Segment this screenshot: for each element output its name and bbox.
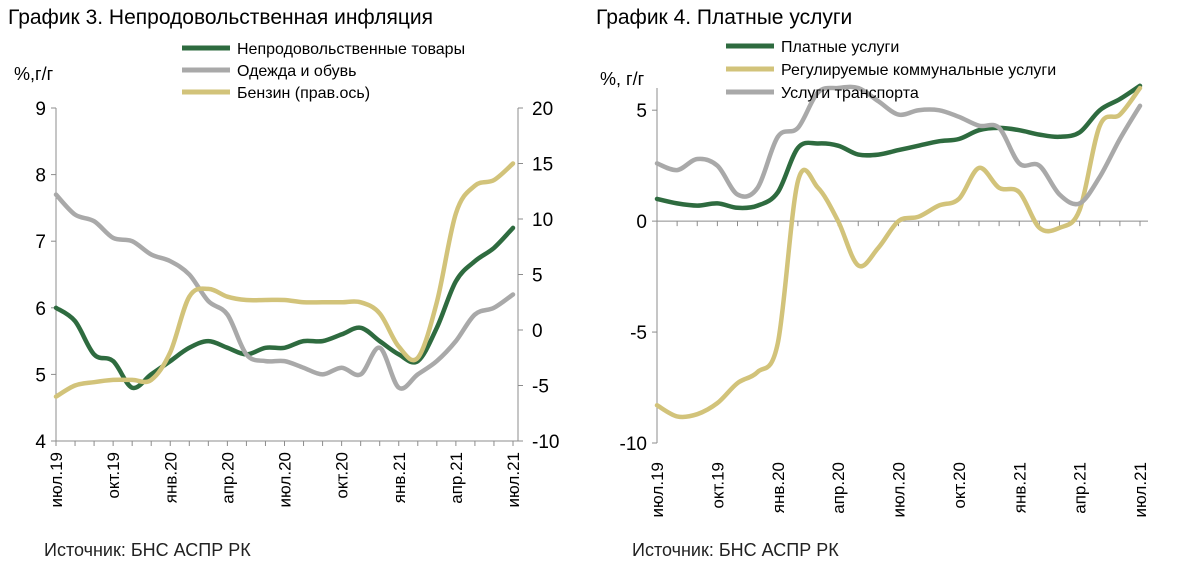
legend-label: Услуги транспорта	[781, 85, 919, 102]
x-tick-label: июл.21	[1131, 462, 1150, 517]
series-line	[654, 84, 1143, 207]
legend-label: Одежда и обувь	[237, 63, 356, 80]
y-tick-label: 4	[35, 432, 46, 453]
y2-tick-label: -5	[532, 377, 549, 398]
legend-label: Регулируемые коммунальные услуги	[781, 62, 1056, 79]
series-line	[654, 83, 1143, 211]
y2-tick-label: 15	[532, 155, 553, 176]
series-line	[53, 225, 516, 391]
y-tick-label: 6	[35, 299, 46, 320]
y-tick-label: 0	[636, 212, 647, 233]
x-tick-label: янв.20	[769, 462, 788, 513]
y-tick-label: -10	[620, 434, 647, 455]
x-tick-label: апр.20	[829, 462, 848, 514]
x-tick-label: окт.20	[333, 452, 352, 499]
series-line	[654, 85, 1143, 420]
y2-tick-label: 0	[532, 321, 543, 342]
x-tick-label: июл.20	[890, 462, 909, 517]
source-note: Источник: БНС АСПР РК	[632, 540, 839, 560]
y-tick-label: 7	[35, 232, 46, 253]
y-tick-label: 5	[35, 365, 46, 386]
legend-label: Бензин (прав.ось)	[237, 85, 370, 102]
y-tick-label: 5	[636, 101, 647, 122]
y2-tick-label: 10	[532, 210, 553, 231]
y-axis-label: %, г/г	[600, 69, 645, 89]
chart-panel-2: График 4. Платные услуги %, г/г -10 -5 0 5 ию…	[590, 0, 1179, 587]
x-tick-label: июл.19	[47, 452, 66, 507]
chart-panel-1: График 3. Непродовольственная инфляция %…	[8, 6, 559, 560]
x-tick-label: янв.20	[161, 452, 180, 503]
y-tick-label: 8	[35, 166, 46, 187]
y2-tick-label: -10	[532, 432, 559, 453]
y2-tick-label: 5	[532, 266, 543, 287]
legend-label: Непродовольственные товары	[237, 41, 465, 58]
legend-label: Платные услуги	[781, 39, 899, 56]
y2-tick-label: 20	[532, 99, 553, 120]
x-tick-label: апр.21	[1071, 462, 1090, 514]
x-tick-label: апр.21	[447, 452, 466, 504]
x-tick-label: апр.20	[218, 452, 237, 504]
series-line	[53, 192, 516, 391]
y-tick-label: -5	[630, 323, 647, 344]
x-tick-label: окт.19	[708, 462, 727, 509]
chart-svg: %,г/г 4 5 6 7 8 9 -10 -5 0 5 10 15 20 июл.19 окт.19 янв.…	[14, 41, 559, 507]
x-tick-label: июл.19	[648, 462, 667, 517]
x-tick-label: окт.20	[950, 462, 969, 509]
series-line	[53, 161, 516, 399]
x-tick-label: янв.21	[1010, 462, 1029, 513]
chart-title: График 3. Непродовольственная инфляция	[8, 6, 434, 29]
x-tick-label: июл.21	[504, 452, 523, 507]
x-tick-label: янв.21	[390, 452, 409, 503]
y-axis-label: %,г/г	[14, 64, 54, 84]
y-tick-label: 9	[35, 99, 46, 120]
x-tick-label: окт.19	[104, 452, 123, 499]
chart-title: График 4. Платные услуги	[596, 6, 853, 29]
x-tick-label: июл.20	[276, 452, 295, 507]
chart-svg: %, г/г -10 -5 0 5 июл.19 окт.19 янв.20 апр.20 июл…	[600, 39, 1150, 517]
source-note: Источник: БНС АСПР РК	[44, 540, 251, 560]
